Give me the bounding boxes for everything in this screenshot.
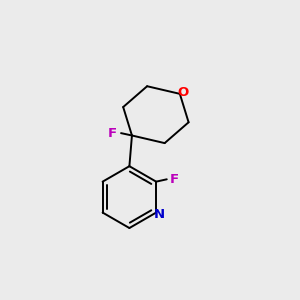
- Text: N: N: [154, 208, 165, 221]
- Text: F: F: [170, 173, 179, 186]
- Text: F: F: [108, 127, 117, 140]
- Text: O: O: [178, 86, 189, 99]
